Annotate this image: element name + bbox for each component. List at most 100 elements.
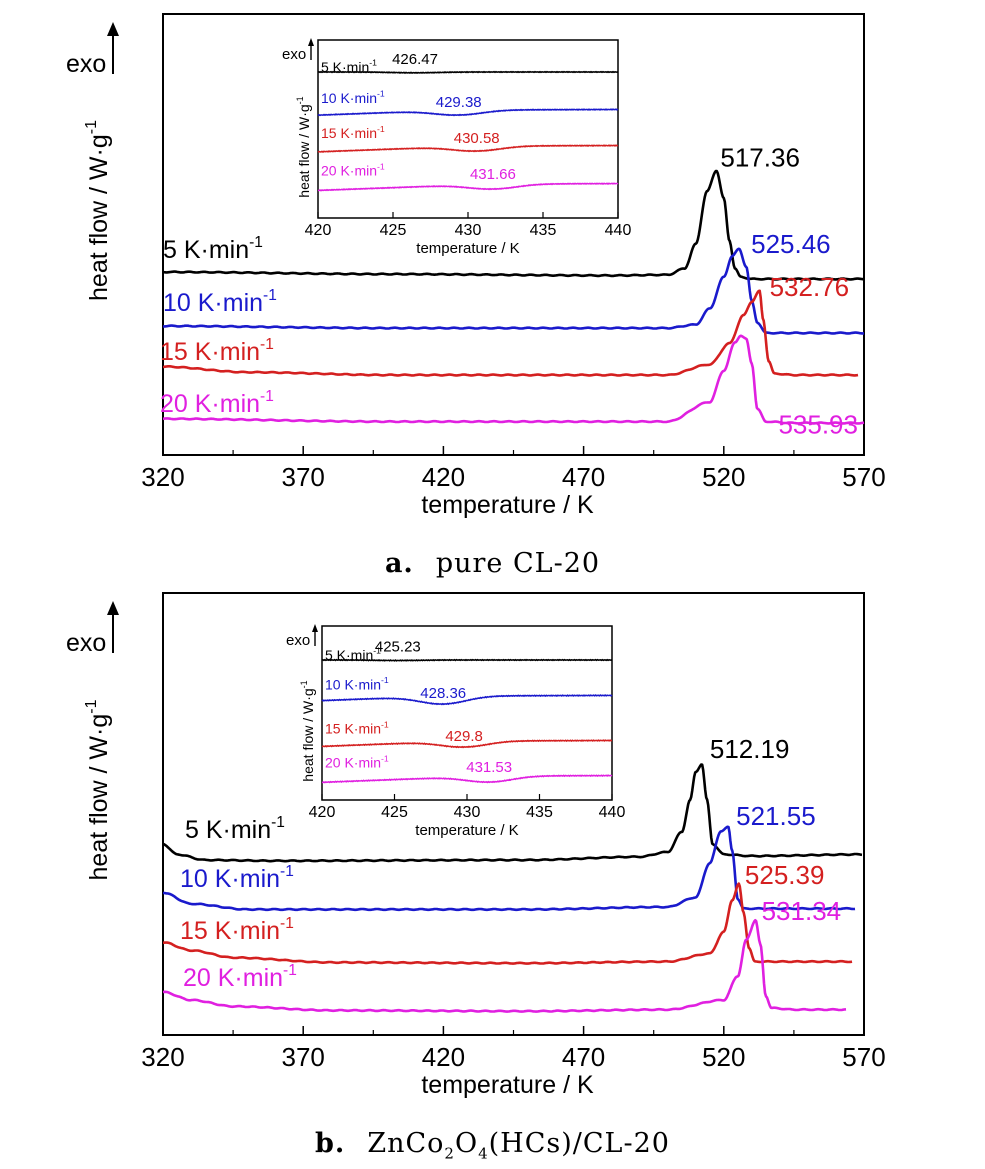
x-tick-label: 370 [282, 462, 325, 492]
exo-label: exo [66, 50, 106, 78]
peak-label-3: 532.76 [770, 272, 850, 302]
inset-series-label-3: 15 K·min-1 [321, 124, 385, 141]
inset-series-line-2 [317, 108, 619, 117]
x-tick-label: 570 [842, 462, 885, 492]
series-line-3 [162, 882, 853, 965]
x-tick-label: 370 [282, 1042, 325, 1072]
caption-b-sub2: 4 [478, 1144, 489, 1163]
inset-x-tick-label: 435 [526, 804, 553, 821]
inset-series-line-3 [321, 739, 613, 749]
caption-b-text-mid: O [454, 1128, 479, 1159]
inset-x-tick-label: 435 [530, 222, 557, 239]
series-label-3: 15 K·min-1 [160, 336, 274, 366]
inset-x-tick-label: 440 [599, 804, 626, 821]
inset-series-label-2: 10 K·min-1 [321, 89, 385, 106]
series-label-1: 5 K·min-1 [163, 234, 263, 264]
inset-peak-label-1: 426.47 [392, 51, 438, 68]
inset-exo-arrow-icon [308, 38, 314, 46]
chart-panel-b: 320 370 420 470 520 570 temperature / K heat fl… [66, 592, 886, 1099]
inset-x-axis-label: temperature / K [416, 240, 519, 257]
peak-label-1: 512.19 [710, 734, 790, 764]
exo-arrow-icon [107, 601, 119, 615]
inset-y-axis-label: heat flow / W·g-1 [299, 680, 316, 781]
inset-peak-label-3: 429.8 [445, 728, 483, 745]
series-label-4: 20 K·min-1 [183, 962, 297, 992]
y-axis-label: heat flow / W·g-1 [83, 120, 113, 301]
series-line-1 [162, 763, 863, 863]
inset-peak-label-2: 429.38 [436, 94, 482, 111]
peak-label-2: 521.55 [736, 801, 816, 831]
inset-peak-label-1: 425.23 [375, 639, 421, 656]
x-tick-label: 320 [141, 1042, 184, 1072]
caption-b-sub1: 2 [444, 1144, 455, 1163]
x-tick-label: 570 [842, 1042, 885, 1072]
series-line-2 [162, 825, 856, 912]
inset-peak-label-4: 431.66 [470, 166, 516, 183]
inset-series-line-3 [317, 144, 619, 153]
x-tick-label: 520 [702, 462, 745, 492]
inset-series-label-1: 5 K·min-1 [321, 58, 377, 75]
caption-a: a. pure CL-20 [0, 548, 985, 579]
series-line-4 [162, 919, 847, 1013]
inset-x-tick-label: 420 [305, 222, 332, 239]
inset-series-line-4 [322, 774, 613, 784]
peak-label-1: 517.36 [720, 143, 800, 173]
inset-peak-label-3: 430.58 [454, 130, 500, 147]
inset-frame [321, 625, 613, 801]
caption-a-text: pure CL-20 [435, 548, 601, 579]
caption-b-text-main: ZnCo [367, 1128, 445, 1159]
inset-x-axis-label: temperature / K [415, 822, 518, 839]
peak-label-4: 535.93 [778, 410, 858, 440]
peak-label-3: 525.39 [745, 860, 825, 890]
inset-series-label-2: 10 K·min-1 [325, 675, 389, 692]
x-tick-label: 320 [141, 462, 184, 492]
y-axis-label: heat flow / W·g-1 [83, 699, 113, 880]
x-axis-label: temperature / K [421, 1071, 594, 1099]
inset-series-label-3: 15 K·min-1 [325, 719, 389, 736]
inset-x-tick-label: 420 [309, 804, 336, 821]
inset-series-line-1 [317, 70, 619, 75]
x-tick-label: 470 [562, 1042, 605, 1072]
inset-series-line-2 [321, 694, 613, 706]
series-label-3: 15 K·min-1 [180, 915, 294, 945]
series-line-3 [162, 289, 859, 377]
inset-x-tick-label: 425 [380, 222, 407, 239]
series-label-2: 10 K·min-1 [163, 287, 277, 317]
inset-exo-label: exo [282, 46, 306, 63]
inset-peak-label-2: 428.36 [420, 685, 466, 702]
peak-label-4: 531.34 [762, 896, 842, 926]
x-tick-label: 420 [422, 462, 465, 492]
inset-b: 420 425 430 435 440 temperature / K heat flow … [286, 624, 625, 839]
inset-series-label-4: 20 K·min-1 [321, 161, 385, 178]
inset-series-line-4 [318, 182, 619, 192]
x-tick-label: 470 [562, 462, 605, 492]
series-line-2 [162, 247, 865, 335]
exo-label: exo [66, 629, 106, 657]
inset-series-line-1 [321, 658, 613, 662]
x-tick-label: 520 [702, 1042, 745, 1072]
caption-b: b. ZnCo2O4(HCs)/CL-20 [0, 1128, 985, 1162]
inset-a: 420 425 430 435 440 temperature / K heat flow … [282, 38, 631, 257]
exo-arrow-icon [107, 22, 119, 36]
series-label-2: 10 K·min-1 [180, 863, 294, 893]
series-line-4 [162, 334, 865, 425]
chart-panel-a: 320 370 420 470 520 570 temperature / K heat fl… [66, 13, 886, 519]
inset-peak-label-4: 431.53 [466, 759, 512, 776]
caption-a-label: a. [384, 548, 414, 579]
inset-exo-arrow-icon [312, 624, 318, 632]
inset-x-tick-label: 430 [454, 804, 481, 821]
x-tick-label: 420 [422, 1042, 465, 1072]
inset-x-tick-label: 440 [605, 222, 632, 239]
inset-x-tick-label: 430 [455, 222, 482, 239]
x-axis-label: temperature / K [421, 491, 594, 519]
series-label-4: 20 K·min-1 [160, 388, 274, 418]
caption-b-text-rest: (HCs)/CL-20 [488, 1128, 670, 1159]
series-label-1: 5 K·min-1 [185, 814, 285, 844]
peak-label-2: 525.46 [751, 229, 831, 259]
inset-x-tick-label: 425 [381, 804, 408, 821]
caption-b-label: b. [315, 1128, 346, 1159]
inset-series-label-4: 20 K·min-1 [325, 753, 389, 770]
inset-y-axis-label: heat flow / W·g-1 [295, 96, 312, 197]
inset-series-label-1: 5 K·min-1 [325, 646, 381, 663]
